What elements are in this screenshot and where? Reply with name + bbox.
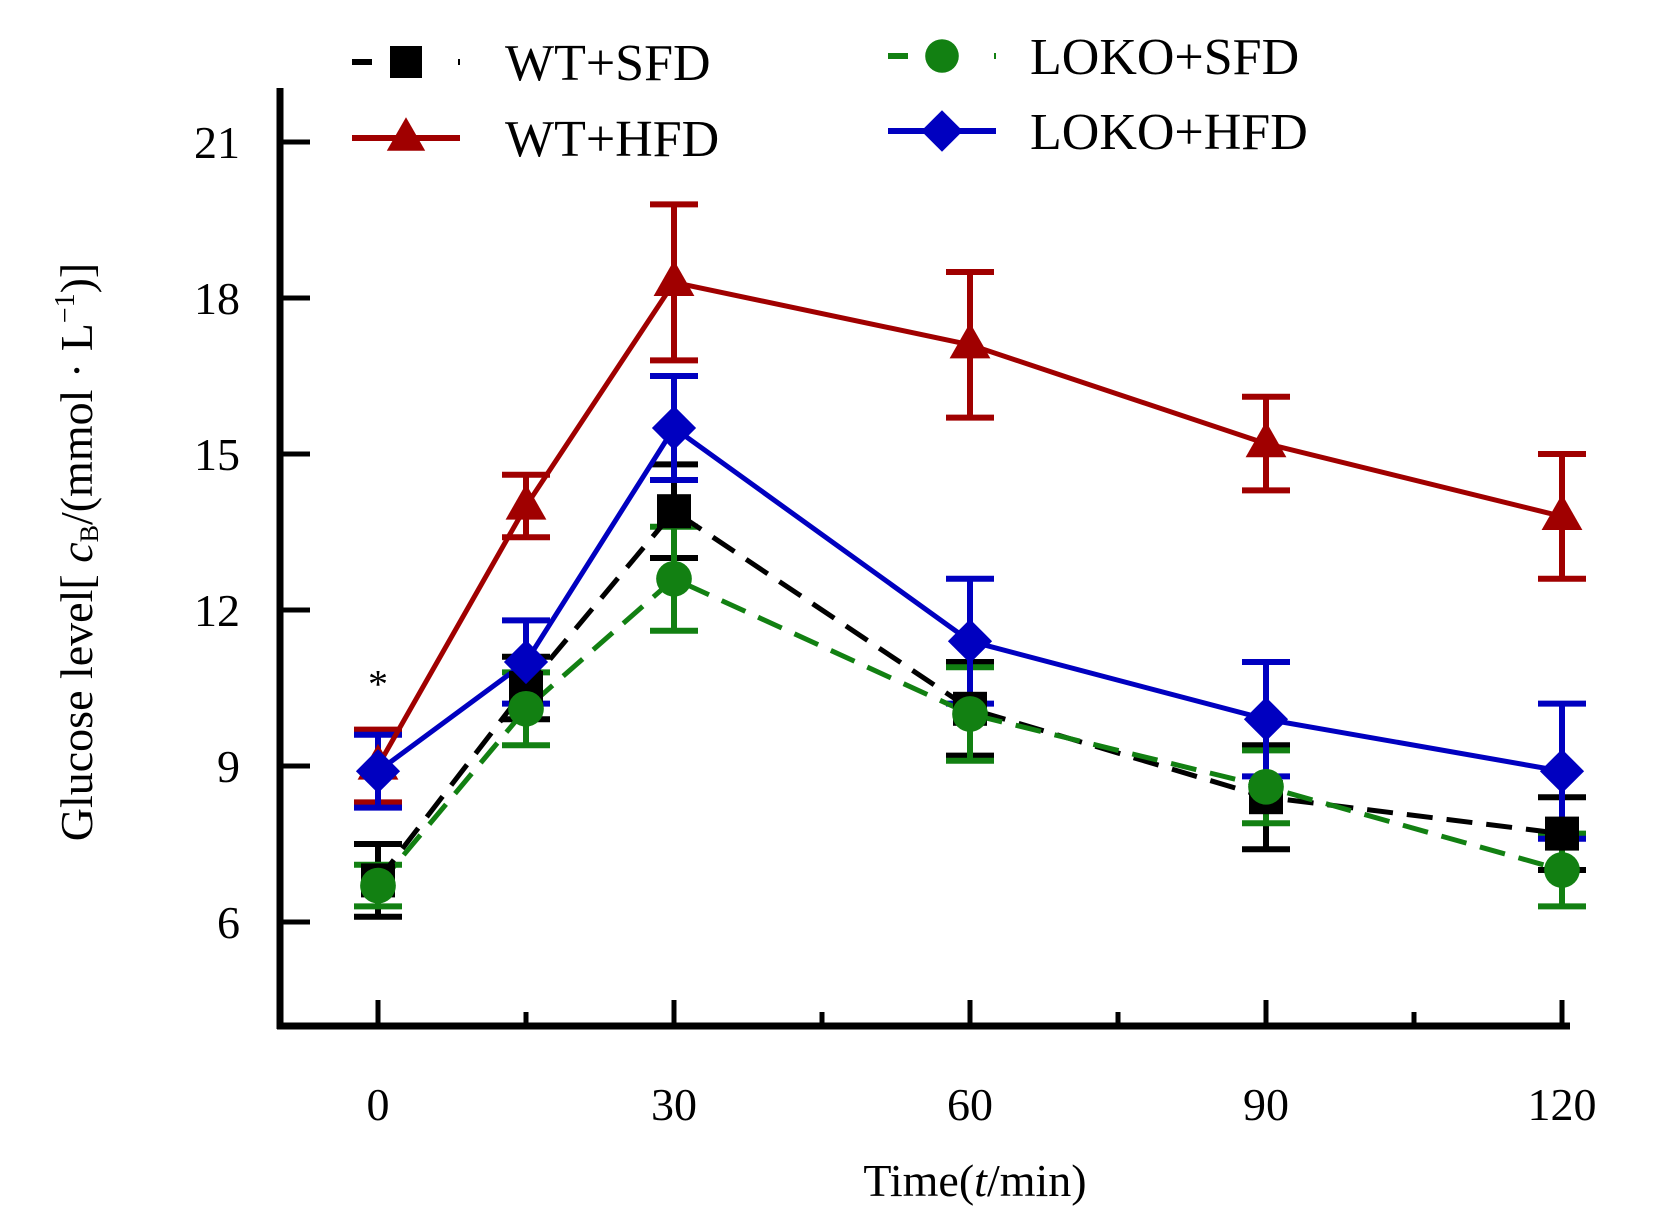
y-tick-label: 12 [194, 585, 240, 636]
data-point-wt-hfd [505, 483, 547, 520]
data-point-wt-sfd [657, 494, 691, 529]
y-label-suffix: )] [51, 263, 102, 294]
data-point-loko-sfd [360, 867, 396, 904]
legend-item-wt-sfd: WT+SFD [352, 35, 711, 92]
y-label-italic: c [51, 542, 102, 562]
x-label-italic: t [974, 1155, 988, 1206]
series-markers [355, 260, 1585, 904]
legend-label: LOKO+SFD [1030, 29, 1299, 86]
data-point-loko-hfd [651, 405, 697, 451]
series-line-wt-sfd [376, 507, 1563, 882]
y-label-prefix: Glucose level[ [51, 563, 102, 841]
y-tick-label: 18 [194, 273, 240, 324]
data-point-loko-hfd [1539, 749, 1585, 794]
axes [276, 88, 1570, 1030]
data-point-loko-sfd [952, 696, 988, 732]
series-lines [375, 279, 1563, 888]
x-label-prefix: Time( [863, 1155, 974, 1206]
significance-annotation: * [368, 662, 388, 707]
x-tick-label: 0 [367, 1079, 390, 1130]
legend: WT+SFD WT+HFD LOKO+SFD LOKO+HFD [352, 29, 1308, 168]
error-bars [354, 201, 1586, 920]
ticks: 6 9 12 15 18 21 0 30 60 90 120 [194, 117, 1597, 1130]
data-point-wt-hfd [653, 260, 695, 296]
data-point-loko-sfd [656, 560, 692, 597]
y-label-mid: /(mmol · L [51, 323, 102, 525]
data-point-wt-sfd [1545, 816, 1579, 851]
legend-label: WT+HFD [505, 111, 719, 168]
x-label-suffix: /min) [987, 1155, 1087, 1206]
x-tick-label: 60 [947, 1079, 993, 1130]
data-point-loko-hfd [1243, 697, 1289, 742]
legend-marker-circle-icon [925, 39, 959, 73]
y-axis-label: Glucose level[ cB/(mmol · L−1)] [50, 263, 104, 842]
y-tick-label: 9 [217, 741, 240, 792]
x-tick-label: 30 [651, 1079, 697, 1130]
legend-marker-diamond-icon [921, 110, 963, 152]
x-tick-label: 90 [1243, 1079, 1289, 1130]
legend-item-wt-hfd: WT+HFD [352, 111, 719, 168]
data-point-wt-hfd [1245, 421, 1287, 458]
data-point-wt-hfd [1541, 494, 1583, 530]
y-tick-label: 21 [194, 117, 240, 168]
series-line-loko-hfd [376, 424, 1563, 774]
x-tick-label: 120 [1528, 1079, 1597, 1130]
y-label-sup: −1 [50, 293, 81, 323]
data-point-loko-hfd [503, 639, 549, 685]
y-tick-label: 15 [194, 429, 240, 480]
legend-label: WT+SFD [505, 35, 711, 92]
y-label-sub: B [75, 525, 104, 542]
legend-label: LOKO+HFD [1030, 104, 1308, 161]
data-point-wt-hfd [949, 322, 991, 359]
data-point-loko-sfd [1248, 768, 1284, 805]
data-point-loko-sfd [508, 690, 544, 727]
legend-item-loko-sfd: LOKO+SFD [888, 29, 1299, 86]
data-point-loko-hfd [355, 749, 401, 794]
data-point-loko-sfd [1544, 852, 1580, 888]
legend-item-loko-hfd: LOKO+HFD [888, 104, 1308, 161]
data-point-loko-hfd [947, 619, 993, 664]
legend-marker-square-icon [390, 46, 422, 78]
legend-marker-triangle-icon [386, 117, 426, 151]
series-line-wt-hfd [375, 279, 1563, 768]
y-tick-label: 6 [217, 897, 240, 948]
x-axis-label: Time(t/min) [863, 1155, 1086, 1206]
